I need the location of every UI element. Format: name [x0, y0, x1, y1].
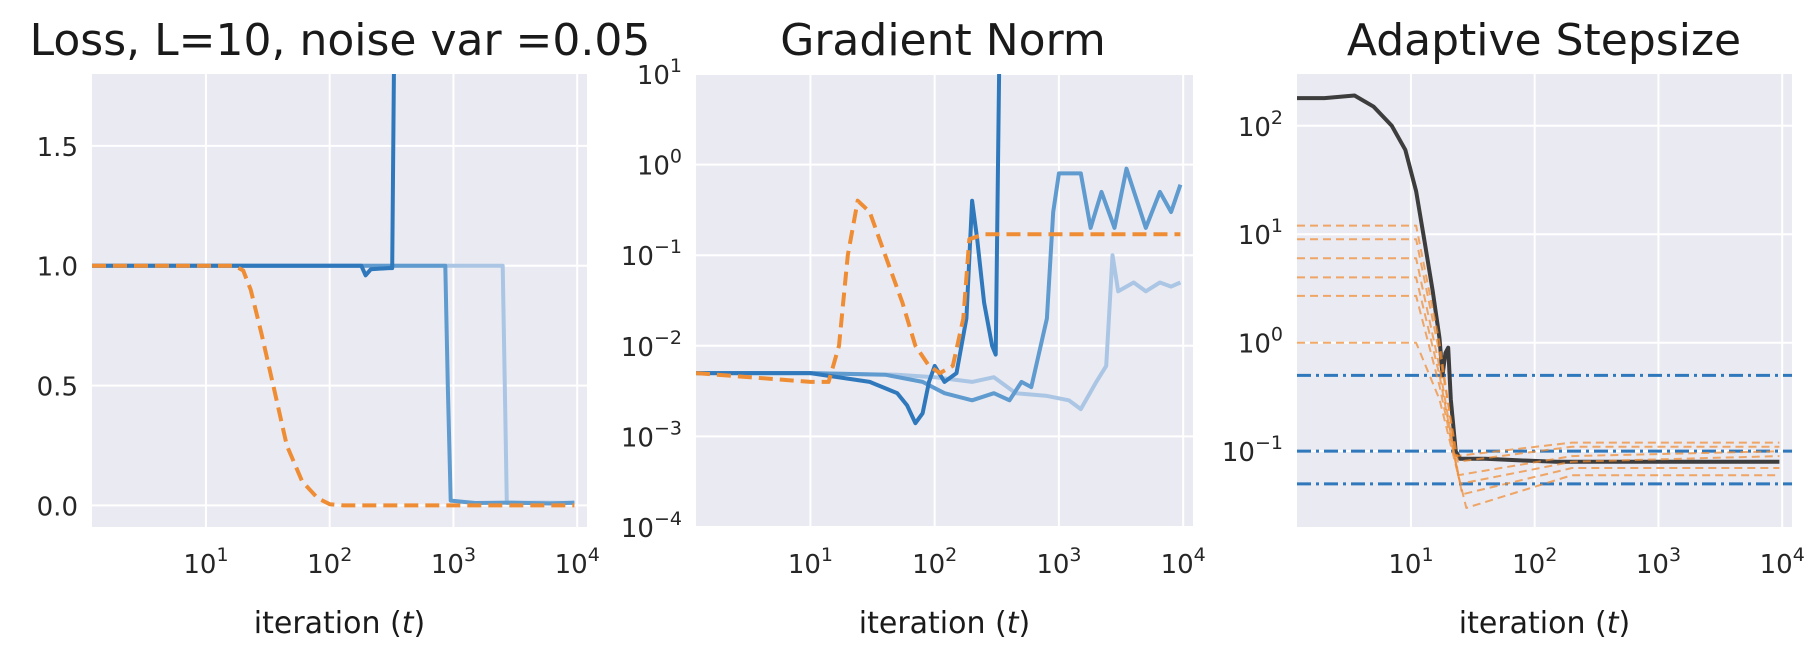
series-line-2 — [92, 263, 575, 506]
x-tick-label: 103 — [1636, 544, 1681, 580]
x-tick-label: 104 — [1760, 544, 1805, 580]
chart-title: Loss, L=10, noise var =0.05 — [30, 15, 651, 66]
plot-area — [696, 74, 1183, 426]
series-line-4 — [92, 263, 575, 508]
x-tick-label: 104 — [555, 544, 600, 580]
y-tick-label: 10−1 — [621, 236, 682, 272]
series-line-4 — [696, 198, 1181, 384]
y-tick-label: 10−4 — [621, 508, 682, 544]
x-tick-label: 101 — [1388, 544, 1433, 580]
y-tick-label: 100 — [637, 146, 682, 182]
y-tick-label: 10−3 — [621, 417, 682, 453]
y-tick-label: 101 — [1238, 215, 1283, 251]
x-axis-label: iteration (t) — [254, 606, 425, 641]
y-tick-label: 0.0 — [37, 492, 78, 522]
y-tick-label: 0.5 — [37, 373, 78, 403]
y-tick-label: 10−2 — [621, 327, 682, 363]
x-axis-label: iteration (t) — [1459, 606, 1630, 641]
series-line-5 — [1297, 276, 1780, 485]
x-tick-label: 102 — [912, 544, 957, 580]
y-tick-label: 10−1 — [1222, 432, 1283, 468]
y-tick-label: 1.0 — [37, 253, 78, 283]
plot-background — [92, 74, 587, 527]
x-axis-label: iteration (t) — [859, 606, 1030, 641]
plot-area — [1297, 93, 1792, 509]
panel-3: 101 102 103 104 10−1 100 101 102 Adaptive Stepsi… — [1222, 15, 1805, 641]
plot-background — [696, 74, 1193, 527]
series-line-3 — [1297, 238, 1780, 463]
x-tick-label: 101 — [788, 544, 833, 580]
series-line-2 — [696, 166, 1183, 403]
series-line-1 — [696, 253, 1182, 412]
plot-area — [92, 74, 575, 508]
x-tick-label: 102 — [1512, 544, 1557, 580]
x-tick-label: 104 — [1161, 544, 1206, 580]
y-tick-label: 102 — [1238, 107, 1283, 143]
chart-title: Gradient Norm — [780, 15, 1106, 66]
chart-title: Adaptive Stepsize — [1347, 15, 1741, 66]
panel-2: 101 102 103 104 10−4 10−3 10−2 10−1 100 101 Gradie… — [621, 15, 1206, 641]
x-tick-label: 101 — [183, 544, 228, 580]
x-tick-label: 103 — [431, 544, 476, 580]
plot-background — [1297, 74, 1792, 527]
series-line-7 — [1297, 341, 1780, 509]
y-tick-label: 101 — [637, 55, 682, 91]
y-tick-label: 100 — [1238, 324, 1283, 360]
panel-1: 101 102 103 104 0.0 0.5 1.0 1.5 Loss, L=10, nois… — [30, 15, 651, 641]
series-line-6 — [1297, 294, 1780, 496]
x-tick-label: 103 — [1036, 544, 1081, 580]
y-tick-label: 1.5 — [37, 133, 78, 163]
x-tick-label: 102 — [307, 544, 352, 580]
series-line-3 — [92, 74, 396, 278]
